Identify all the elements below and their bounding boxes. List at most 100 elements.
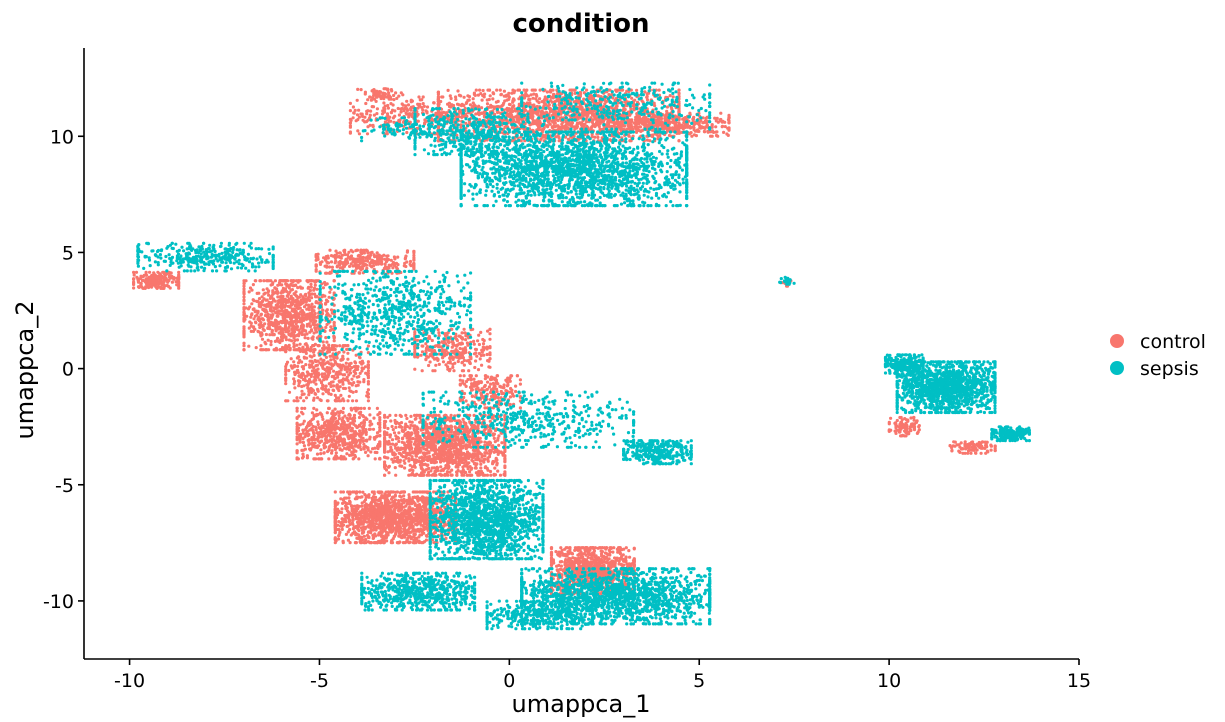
data-point: [295, 449, 299, 453]
data-point: [361, 118, 365, 122]
data-point: [355, 248, 359, 252]
data-point: [322, 451, 326, 455]
data-point: [303, 406, 307, 410]
data-point: [139, 282, 143, 286]
data-point: [389, 110, 393, 114]
data-point: [497, 105, 501, 109]
data-point: [331, 388, 335, 392]
data-point: [691, 117, 696, 121]
data-point: [300, 300, 304, 305]
data-point: [327, 343, 331, 347]
data-point: [503, 125, 507, 129]
data-point: [266, 290, 270, 294]
data-point: [330, 265, 334, 269]
data-point: [396, 106, 400, 111]
data-point: [374, 99, 378, 103]
data-point: [356, 367, 360, 371]
cluster-control-4: [132, 270, 181, 290]
data-point: [338, 251, 342, 255]
data-point: [327, 366, 331, 370]
data-point: [447, 101, 451, 105]
data-point: [308, 324, 313, 329]
cluster-control-7: [284, 344, 370, 403]
data-point: [242, 291, 246, 295]
data-point: [505, 106, 509, 110]
data-point: [337, 414, 341, 418]
data-point: [304, 379, 308, 383]
data-point: [274, 311, 278, 315]
data-point: [329, 380, 333, 384]
data-point: [286, 300, 290, 304]
data-point: [530, 116, 535, 121]
data-point: [347, 413, 351, 417]
data-point: [292, 377, 296, 381]
data-point: [295, 431, 299, 436]
data-point: [333, 407, 337, 411]
data-point: [262, 309, 266, 313]
data-point: [357, 411, 361, 415]
data-point: [376, 442, 380, 447]
data-point: [360, 251, 364, 255]
data-point: [418, 98, 422, 102]
data-point: [295, 396, 299, 400]
data-point: [322, 446, 326, 450]
data-point: [321, 392, 325, 396]
data-point: [132, 286, 136, 290]
data-point: [459, 94, 463, 98]
data-point: [713, 116, 717, 120]
data-point: [359, 435, 363, 439]
data-point: [298, 374, 302, 378]
data-point: [454, 334, 458, 338]
data-point: [355, 263, 359, 267]
data-point: [304, 329, 308, 333]
data-point: [309, 345, 313, 350]
data-point: [262, 279, 266, 283]
data-point: [298, 433, 302, 437]
data-point: [276, 283, 280, 287]
data-point: [342, 249, 346, 253]
data-point: [332, 321, 336, 325]
data-point: [259, 321, 263, 325]
data-point: [318, 301, 323, 305]
data-point: [307, 308, 311, 312]
data-point: [621, 88, 625, 92]
data-point: [166, 280, 170, 284]
data-point: [559, 125, 563, 129]
data-point: [357, 457, 361, 461]
data-point: [305, 374, 309, 378]
data-point: [341, 363, 345, 367]
data-point: [409, 264, 413, 268]
data-point: [357, 115, 361, 119]
data-point: [331, 347, 335, 351]
data-point: [538, 97, 542, 101]
data-point: [332, 279, 336, 283]
data-point: [614, 106, 618, 110]
data-point: [332, 438, 336, 442]
data-point: [300, 393, 304, 397]
data-point: [323, 280, 327, 285]
data-point: [368, 437, 372, 441]
data-point: [351, 116, 355, 120]
data-point: [578, 106, 582, 110]
data-point: [321, 424, 325, 428]
data-point: [378, 456, 382, 460]
data-point: [692, 133, 697, 137]
data-point: [358, 371, 362, 375]
data-point: [553, 121, 557, 125]
data-point: [250, 313, 254, 317]
data-point: [347, 386, 351, 390]
data-point: [300, 365, 304, 369]
data-point: [405, 99, 409, 103]
data-point: [645, 98, 650, 102]
data-point: [268, 333, 272, 337]
data-point: [341, 416, 345, 420]
data-point: [397, 113, 401, 117]
data-point: [328, 314, 332, 318]
data-point: [405, 130, 409, 135]
data-point: [328, 444, 332, 448]
data-point: [310, 306, 314, 310]
data-point: [366, 388, 370, 392]
data-point: [310, 292, 314, 296]
data-point: [348, 422, 352, 426]
data-point: [455, 133, 459, 137]
